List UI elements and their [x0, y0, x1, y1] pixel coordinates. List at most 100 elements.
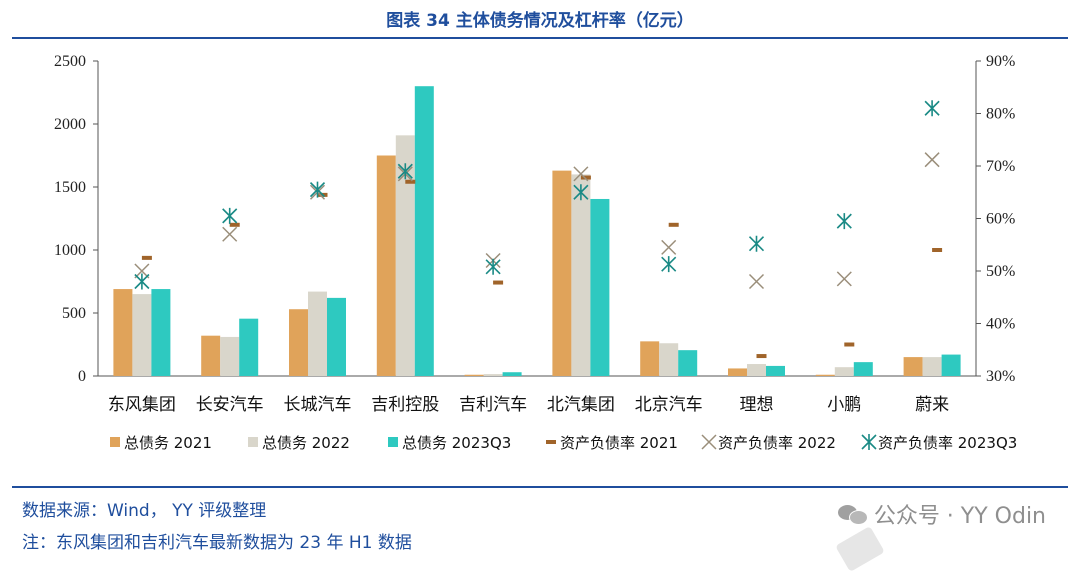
bar-总债务-2021 — [289, 309, 308, 376]
bar-总债务-2023Q3 — [151, 289, 171, 376]
bar-总债务-2023Q3 — [853, 362, 873, 376]
bar-总债务-2022 — [659, 343, 679, 376]
y-right-tick-label: 70% — [986, 158, 1015, 175]
legend-label: 总债务 2023Q3 — [402, 434, 511, 452]
marker-资产负债率-2023Q3 — [924, 100, 940, 117]
legend-label: 总债务 2022 — [262, 434, 350, 452]
marker-资产负债率-2023Q3 — [573, 184, 589, 201]
marker-资产负债率-2022 — [222, 226, 238, 242]
combo-chart: 0 500 1000 1500 2000 2500 30% 40% 50% 60% 70% 80% 90… — [54, 53, 1017, 452]
bar-总债务-2023Q3 — [590, 198, 610, 376]
marker-资产负债率-2021 — [756, 354, 767, 359]
marker-资产负债率-2022 — [836, 271, 852, 287]
x-tick-label: 蔚来 — [915, 395, 949, 415]
legend-label: 总债务 2021 — [124, 434, 212, 452]
marker-资产负债率-2021 — [229, 222, 240, 227]
x-tick-label: 东风集团 — [108, 395, 176, 415]
bar-总债务-2022 — [571, 174, 591, 376]
x-tick-label: 北汽集团 — [547, 395, 615, 415]
bar-总债务-2023Q3 — [502, 372, 522, 376]
bar-总债务-2022 — [308, 291, 327, 376]
y-left-tick-label: 500 — [62, 305, 86, 322]
y-left-tick-label: 1500 — [54, 179, 86, 196]
bar-总债务-2023Q3 — [414, 86, 434, 376]
chart-title: 图表 34 主体债务情况及杠杆率（亿元） — [386, 11, 694, 31]
bar-总债务-2021 — [903, 357, 923, 376]
y-right-tick-label: 50% — [986, 263, 1015, 280]
bar-总债务-2021 — [728, 368, 747, 376]
y-right-tick-label: 90% — [986, 53, 1015, 70]
y-right-tick-label: 80% — [986, 106, 1015, 123]
watermark-stamp — [835, 526, 885, 572]
legend-label: 资产负债率 2021 — [560, 434, 678, 452]
note-text: 注：东风集团和吉利汽车最新数据为 23 年 H1 数据 — [22, 533, 412, 553]
x-tick-label: 理想 — [740, 395, 774, 415]
legend-swatch — [110, 437, 120, 447]
marker-资产负债率-2021 — [405, 179, 416, 184]
marker-资产负债率-2022 — [924, 152, 940, 168]
x-tick-label: 北京汽车 — [635, 395, 703, 415]
wechat-icon — [837, 503, 868, 525]
marker-资产负债率-2021 — [141, 255, 152, 260]
marker-资产负债率-2023Q3 — [485, 258, 501, 275]
y-left-tick-label: 1000 — [54, 242, 86, 259]
bar-总债务-2021 — [376, 155, 396, 376]
x-tick-label: 小鹏 — [827, 395, 861, 415]
legend-swatch — [546, 440, 556, 444]
marker-资产负债率-2021 — [844, 342, 855, 347]
marker-资产负债率-2023Q3 — [309, 181, 326, 198]
bar-总债务-2022 — [395, 135, 415, 376]
watermark-text: 公众号 · YY Odin — [873, 504, 1046, 529]
bar-总债务-2021 — [552, 170, 572, 376]
title-rule — [12, 37, 1068, 39]
legend-swatch — [388, 437, 398, 447]
legend-swatch — [861, 434, 877, 450]
bar-总债务-2022 — [747, 364, 766, 376]
y-right-tick-label: 40% — [986, 316, 1015, 333]
y-left-tick-label: 2000 — [54, 116, 86, 133]
bar-总债务-2023Q3 — [766, 365, 785, 376]
bar-总债务-2023Q3 — [327, 297, 346, 376]
bar-总债务-2023Q3 — [941, 354, 961, 376]
x-tick-label: 长城汽车 — [284, 395, 352, 415]
y-left-tick-label: 2500 — [54, 53, 86, 70]
x-tick-label: 吉利汽车 — [459, 395, 527, 415]
marker-资产负债率-2021 — [932, 248, 943, 252]
source-text: 数据来源：Wind， YY 评级整理 — [22, 501, 267, 521]
footer-rule — [12, 486, 1068, 488]
bar-总债务-2021 — [113, 289, 133, 376]
bar-总债务-2021 — [464, 374, 484, 376]
bar-总债务-2023Q3 — [678, 350, 698, 376]
bar-总债务-2021 — [815, 374, 835, 376]
bar-总债务-2022 — [834, 367, 854, 376]
bar-总债务-2022 — [220, 336, 240, 376]
legend-swatch — [701, 434, 717, 450]
marker-资产负债率-2023Q3 — [836, 213, 852, 230]
y-left-tick-label: 0 — [78, 368, 86, 385]
x-tick-label: 长安汽车 — [196, 395, 264, 415]
marker-资产负债率-2022 — [573, 166, 589, 182]
x-tick-label: 吉利控股 — [371, 395, 439, 415]
marker-资产负债率-2023Q3 — [222, 207, 238, 224]
bar-总债务-2022 — [483, 374, 503, 376]
watermark: 公众号 · YY Odin — [837, 498, 1046, 530]
marker-资产负债率-2023Q3 — [397, 163, 413, 180]
marker-资产负债率-2021 — [493, 280, 504, 285]
bar-总债务-2022 — [922, 357, 942, 376]
bar-总债务-2023Q3 — [239, 318, 259, 376]
marker-资产负债率-2023Q3 — [661, 256, 677, 273]
legend-label: 资产负债率 2023Q3 — [878, 434, 1017, 452]
marker-资产负债率-2022 — [748, 273, 765, 290]
marker-资产负债率-2022 — [661, 239, 677, 255]
marker-资产负债率-2022 — [134, 263, 150, 279]
y-right-tick-label: 60% — [986, 211, 1015, 228]
legend-swatch — [248, 437, 258, 447]
marker-资产负债率-2023Q3 — [134, 273, 150, 290]
marker-资产负债率-2021 — [580, 175, 591, 180]
bar-总债务-2022 — [132, 294, 152, 376]
legend-label: 资产负债率 2022 — [718, 434, 836, 452]
bar-总债务-2021 — [640, 341, 660, 376]
y-right-tick-label: 30% — [986, 368, 1015, 385]
bar-总债务-2021 — [201, 335, 221, 376]
marker-资产负债率-2021 — [668, 222, 679, 227]
